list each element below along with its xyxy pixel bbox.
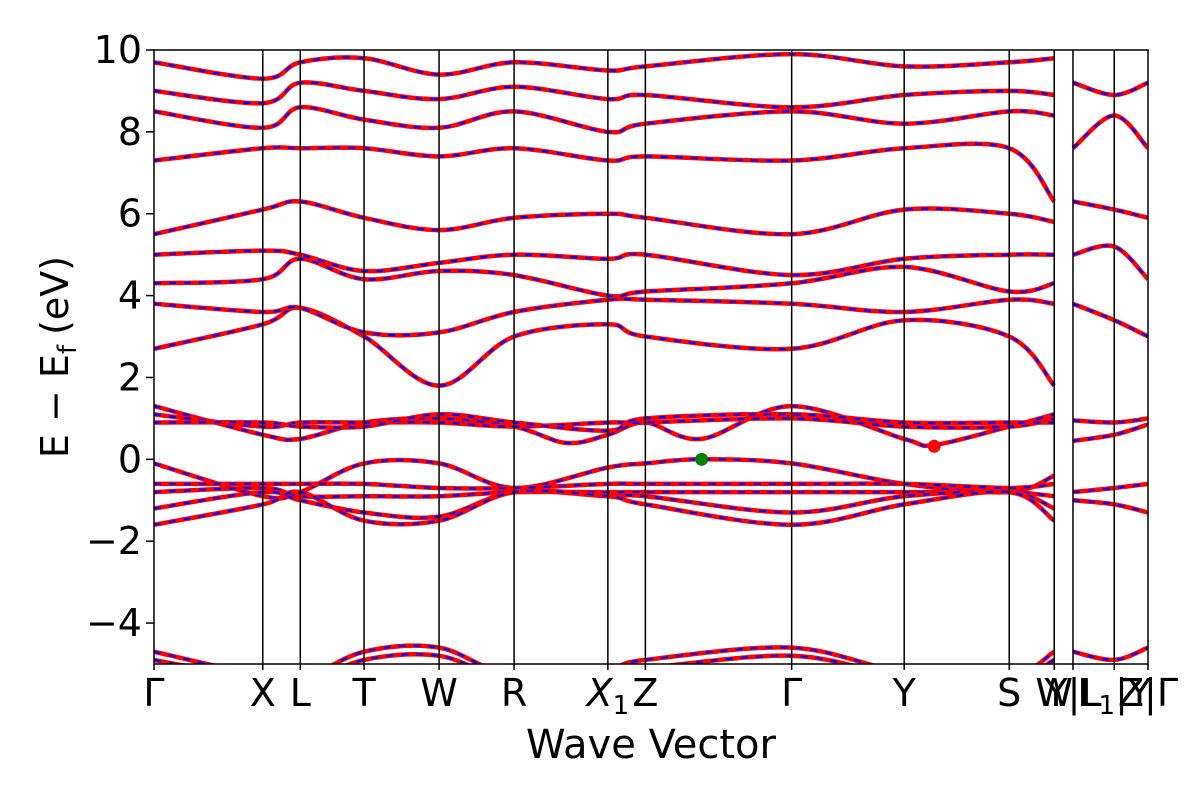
x-tick-label: L1|Y bbox=[1077, 671, 1152, 721]
y-tick-label: 4 bbox=[118, 274, 142, 318]
x-tick-label: Y bbox=[892, 671, 917, 715]
x-tick-label: Y|L bbox=[1043, 671, 1101, 716]
x-tick-label-subscript: 1 bbox=[1099, 691, 1116, 721]
x-tick-label: L bbox=[290, 671, 311, 715]
x-tick-label: S bbox=[997, 671, 1021, 715]
x-tick-label-main: X bbox=[585, 671, 614, 715]
markers-layer bbox=[695, 439, 941, 466]
band-line-dashed-18 bbox=[154, 52, 1055, 80]
band-line-11 bbox=[154, 296, 1055, 338]
band-line-dashed-24 bbox=[1072, 244, 1148, 280]
y-tick-label: 0 bbox=[118, 437, 142, 481]
x-tick-label-suffix: |Y bbox=[1115, 671, 1152, 716]
x-tick-label: R bbox=[501, 671, 527, 715]
x-tick-label-main: Γ bbox=[781, 671, 802, 715]
band-line-dashed-15 bbox=[154, 142, 1056, 203]
band-line-dashed-4 bbox=[154, 489, 1055, 526]
y-tick-label: −2 bbox=[86, 519, 142, 563]
band-line-dashed-12 bbox=[154, 257, 1055, 298]
x-tick-label-main: L bbox=[290, 671, 311, 715]
band-line-13 bbox=[154, 248, 1055, 278]
x-tick-label-main: W bbox=[420, 671, 458, 715]
y-axis-label: E − Ef (eV) bbox=[33, 256, 83, 458]
band-line-dashed-1 bbox=[154, 482, 1055, 490]
plot-frame bbox=[153, 49, 1149, 665]
y-tick-label: 6 bbox=[118, 192, 142, 236]
band-line-dashed-7 bbox=[154, 404, 1055, 447]
band-line-dashed-17 bbox=[154, 81, 1055, 109]
y-tick-label: 10 bbox=[94, 28, 142, 72]
kpath-lines bbox=[262, 50, 1115, 664]
y-tick-label: 2 bbox=[118, 355, 142, 399]
x-tick-label: Γ bbox=[143, 671, 164, 715]
x-tick-label-main: Γ bbox=[143, 671, 164, 715]
x-tick-label: X1 bbox=[585, 671, 630, 721]
x-tick-label: W bbox=[1035, 671, 1073, 715]
y-axis-label-unit: (eV) bbox=[33, 256, 77, 335]
x-tick-label-main: W bbox=[1035, 671, 1073, 715]
band-line-dashed-16 bbox=[154, 106, 1055, 134]
y-tick-label: 8 bbox=[118, 110, 142, 154]
x-tick-label-main: X bbox=[250, 671, 276, 715]
x-tick-label-main: R bbox=[501, 671, 527, 715]
y-axis-label-subscript: f bbox=[53, 344, 83, 354]
band-line-9 bbox=[154, 411, 1055, 433]
y-axis-label-main: E − E bbox=[33, 354, 77, 458]
x-tick-label-main: L bbox=[1077, 671, 1098, 715]
x-tick-label-main: Z bbox=[632, 671, 658, 715]
x-tick-label-main: Z|Γ bbox=[1118, 671, 1178, 716]
x-tick-label: Z bbox=[632, 671, 658, 715]
y-axis-ticks: −4 −2 0 2 4 6 8 10 bbox=[86, 28, 154, 645]
band-line-8 bbox=[154, 412, 1055, 430]
y-tick-label: −4 bbox=[86, 601, 142, 645]
x-tick-label: Z|Γ bbox=[1118, 671, 1178, 716]
band-line-dashed-14 bbox=[154, 200, 1055, 236]
x-tick-label: Γ bbox=[781, 671, 802, 715]
x-tick-label: T bbox=[351, 671, 376, 715]
x-tick-label-main: S bbox=[997, 671, 1021, 715]
vbm-marker bbox=[695, 452, 709, 466]
x-tick-label-main: Y|L bbox=[1043, 671, 1101, 716]
x-tick-label-main: Y bbox=[892, 671, 917, 715]
x-axis-label: Wave Vector bbox=[526, 722, 777, 768]
band-line-dashed-2 bbox=[154, 486, 1055, 498]
x-tick-label-subscript: 1 bbox=[613, 691, 630, 721]
x-tick-label-main: T bbox=[351, 671, 376, 715]
x-tick-label: W bbox=[420, 671, 458, 715]
cbm-marker bbox=[927, 439, 941, 453]
x-axis-ticks: Γ X L T W R X1 Z Γ Y S WY|LL1|YZ|Γ bbox=[143, 664, 1178, 721]
x-tick-label: X bbox=[250, 671, 276, 715]
